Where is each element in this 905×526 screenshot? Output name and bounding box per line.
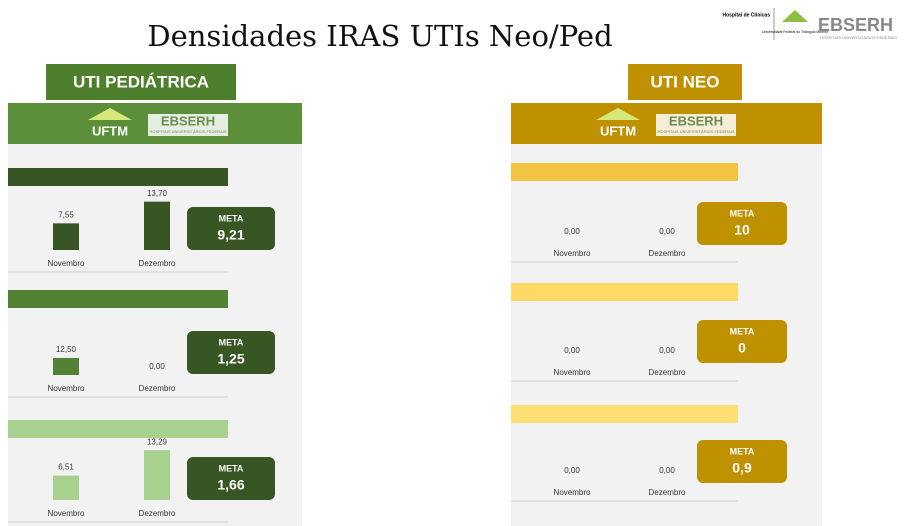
meta-value: 0 <box>738 340 746 356</box>
chart-band <box>8 168 228 186</box>
meta-box <box>697 320 787 363</box>
slide-title: Densidades IRAS UTIs Neo/Ped <box>147 19 612 53</box>
hospital-name: Hospital de Clínicas <box>722 12 770 18</box>
logo-sub: HOSPITAIS UNIVERSITÁRIOS FEDERAIS <box>149 129 226 134</box>
x-tick-label: Novembro <box>48 384 85 393</box>
logo-right-bg <box>148 114 228 136</box>
bar <box>53 357 79 375</box>
value-label: 0,00 <box>149 362 165 371</box>
meta-label: META <box>219 213 244 223</box>
x-tick-label: Novembro <box>554 368 591 377</box>
value-label: 0,00 <box>659 346 675 355</box>
panel-title: UTI NEO <box>651 72 720 91</box>
x-tick-label: Novembro <box>554 488 591 497</box>
logo-roof <box>596 108 640 120</box>
meta-label: META <box>730 208 755 218</box>
value-label: 0,00 <box>564 466 580 475</box>
meta-label: META <box>730 446 755 456</box>
header-logo: Hospital de Clínicas Universidade Federa… <box>722 8 897 40</box>
chart-band <box>8 420 228 438</box>
bar <box>144 201 170 250</box>
bar <box>53 475 79 500</box>
value-label: 0,00 <box>659 466 675 475</box>
value-label: 0,00 <box>659 227 675 236</box>
meta-label: META <box>730 326 755 336</box>
x-tick-label: Dezembro <box>139 509 176 518</box>
panel-title: UTI PEDIÁTRICA <box>73 72 209 91</box>
meta-value: 9,21 <box>217 227 244 243</box>
meta-box <box>187 331 275 374</box>
logo-roof <box>88 108 132 120</box>
value-label: 0,00 <box>564 346 580 355</box>
logo-right: EBSERH <box>669 113 723 128</box>
logo-left: UFTM <box>92 123 128 138</box>
chart-band <box>511 405 738 423</box>
value-label: 12,50 <box>56 345 77 354</box>
charts: 7,55 Novembro 13,70 Dezembro META 9,21 12,50 No… <box>8 163 787 523</box>
x-tick-label: Dezembro <box>649 249 686 258</box>
x-tick-label: Novembro <box>48 509 85 518</box>
value-label: 13,29 <box>147 437 168 446</box>
meta-value: 0,9 <box>732 460 752 476</box>
logo-left: UFTM <box>600 123 636 138</box>
x-tick-label: Dezembro <box>139 384 176 393</box>
x-tick-label: Dezembro <box>649 488 686 497</box>
meta-value: 1,66 <box>217 477 244 493</box>
chart-band <box>511 163 738 181</box>
value-label: 7,55 <box>58 210 74 219</box>
university-name: Universidade Federal do Triângulo Mineir… <box>762 30 828 34</box>
value-label: 13,70 <box>147 189 168 198</box>
meta-box <box>187 207 275 250</box>
brand-sub: HOSPITAIS UNIVERSITÁRIOS FEDERAIS <box>820 35 897 40</box>
brand: EBSERH <box>818 15 893 35</box>
x-tick-label: Novembro <box>48 259 85 268</box>
x-tick-label: Dezembro <box>139 259 176 268</box>
meta-label: META <box>219 463 244 473</box>
bar <box>144 450 170 500</box>
chart-band <box>511 283 738 301</box>
meta-value: 1,25 <box>217 351 244 367</box>
x-tick-label: Novembro <box>554 249 591 258</box>
panel-header <box>46 64 236 100</box>
logo-sub: HOSPITAIS UNIVERSITÁRIOS FEDERAIS <box>657 129 734 134</box>
meta-box <box>697 440 787 483</box>
logo-right-bg <box>656 114 736 136</box>
bar <box>53 223 79 250</box>
panel-header <box>628 64 742 100</box>
chart-band <box>8 290 228 308</box>
value-label: 6,51 <box>58 463 74 472</box>
value-label: 0,00 <box>564 227 580 236</box>
logo-right: EBSERH <box>161 113 215 128</box>
meta-box <box>697 202 787 245</box>
meta-box <box>187 457 275 500</box>
x-tick-label: Dezembro <box>649 368 686 377</box>
meta-label: META <box>219 337 244 347</box>
meta-value: 10 <box>734 222 750 238</box>
roof-icon <box>782 10 808 22</box>
